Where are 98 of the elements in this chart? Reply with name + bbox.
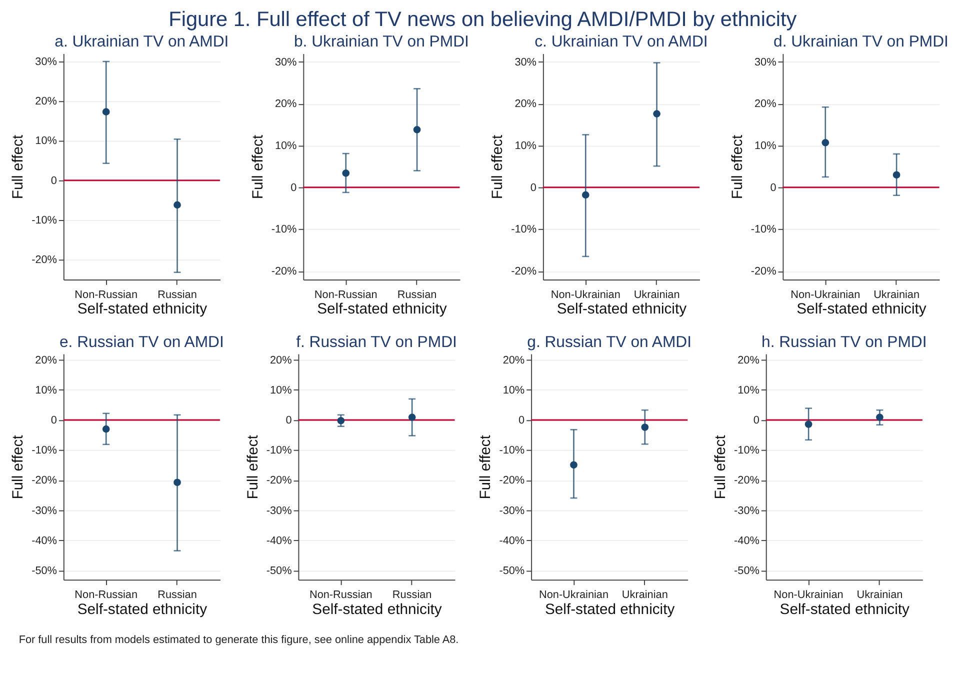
y-tick-label: -20% <box>511 266 537 278</box>
y-tick-label: -30% <box>266 504 292 517</box>
y-tick-label: -10% <box>32 214 58 226</box>
x-axis-title: Self-stated ethnicity <box>317 302 448 318</box>
x-tick-label: Ukrainian <box>634 288 680 301</box>
y-axis-title: Full effect <box>478 434 494 500</box>
y-tick-label: -10% <box>32 444 58 457</box>
text: For full results from models estimated to generate this figure, see online appendix Table A8. <box>18 634 459 646</box>
y-tick-label: 10% <box>35 135 58 148</box>
y-tick-label: 30% <box>274 56 298 68</box>
x-axis-title: Self-stated ethnicity <box>77 602 208 618</box>
y-tick-label: 20% <box>274 98 298 110</box>
y-tick-label: 10% <box>738 384 760 396</box>
x-axis-title: Self-stated ethnicity <box>312 602 442 618</box>
x-tick-label: Russian <box>392 588 432 601</box>
y-tick-label: -10% <box>734 444 760 457</box>
y-tick-label: 10% <box>514 140 537 152</box>
y-tick-label: -30% <box>32 504 58 517</box>
y-axis-title: Full effect <box>250 134 266 200</box>
y-tick-label: 10% <box>35 384 58 396</box>
y-tick-label: 20% <box>738 354 760 366</box>
x-tick-label: Non-Russian <box>314 288 378 301</box>
x-tick-label: Russian <box>397 288 437 301</box>
y-tick-label: -50% <box>32 565 58 578</box>
x-tick-label: Non-Russian <box>74 588 138 601</box>
x-axis-title: Self-stated ethnicity <box>77 302 208 318</box>
y-axis-title: Full effect <box>490 134 506 200</box>
y-tick-label: -50% <box>499 565 525 578</box>
y-tick-label: 0 <box>50 174 57 187</box>
x-tick-label: Russian <box>158 288 197 301</box>
chart-title: a. Ukrainian TV on AMDI <box>54 34 229 51</box>
y-tick-label: 20% <box>35 96 58 108</box>
y-tick-label: -10% <box>271 224 298 236</box>
y-tick-label: 10% <box>270 384 292 396</box>
y-tick-label: -20% <box>32 474 58 487</box>
chart-title: e. Russian TV on AMDI <box>59 334 224 351</box>
y-tick-label: -20% <box>266 474 292 487</box>
x-tick-label: Non-Ukrainian <box>790 288 860 301</box>
y-tick-label: -20% <box>734 474 760 487</box>
x-axis-title: Self-stated ethnicity <box>556 302 688 318</box>
y-axis-title: Full effect <box>713 434 730 500</box>
y-tick-label: -40% <box>32 534 58 547</box>
chart-title: g. Russian TV on AMDI <box>527 334 692 351</box>
y-tick-label: -10% <box>750 224 777 236</box>
y-tick-label: -10% <box>266 444 292 457</box>
y-tick-label: 30% <box>514 56 537 68</box>
x-axis-title: Self-stated ethnicity <box>544 602 676 618</box>
y-tick-label: 20% <box>270 354 292 366</box>
y-tick-label: 0 <box>770 182 776 194</box>
y-tick-label: -10% <box>511 224 537 236</box>
y-tick-label: 20% <box>35 354 58 366</box>
y-tick-label: 10% <box>274 140 298 152</box>
x-tick-label: Ukrainian <box>622 588 668 601</box>
y-tick-label: -20% <box>32 254 58 266</box>
caption: Figure 1. Full effect of TV news on believing AMDI/PMDI by ethnicity <box>168 8 798 31</box>
y-tick-label: -40% <box>499 534 525 547</box>
x-tick-label: Non-Russian <box>309 588 372 601</box>
y-tick-label: 0 <box>518 414 525 426</box>
x-tick-label: Ukrainian <box>874 288 920 301</box>
x-axis-title: Self-stated ethnicity <box>780 602 910 618</box>
y-tick-label: 30% <box>35 56 58 68</box>
x-axis-title: Self-stated ethnicity <box>796 302 927 318</box>
x-tick-label: Ukrainian <box>856 588 903 601</box>
y-tick-label: 0 <box>753 414 760 426</box>
y-tick-label: 0 <box>50 414 57 426</box>
x-tick-label: Non-Ukrainian <box>538 588 608 601</box>
y-tick-label: 10% <box>502 384 525 396</box>
x-tick-label: Non-Russian <box>74 288 138 301</box>
y-tick-label: 0 <box>290 182 297 194</box>
y-axis-title: Full effect <box>730 134 746 200</box>
y-tick-label: -10% <box>499 444 525 457</box>
y-tick-label: 10% <box>754 140 777 152</box>
chart-title: d. Ukrainian TV on PMDI <box>773 34 948 51</box>
chart-title: b. Ukrainian TV on PMDI <box>294 34 469 51</box>
x-tick-label: Non-Ukrainian <box>550 288 620 301</box>
y-tick-label: -20% <box>750 266 777 278</box>
y-tick-label: -20% <box>271 266 298 278</box>
y-tick-label: 20% <box>514 98 537 110</box>
y-tick-label: 30% <box>754 56 777 68</box>
y-tick-label: -40% <box>734 534 760 547</box>
x-tick-label: Russian <box>158 588 197 601</box>
y-tick-label: -30% <box>499 504 525 517</box>
y-tick-label: -50% <box>734 565 760 578</box>
y-axis-title: Full effect <box>245 434 262 500</box>
y-axis-title: Full effect <box>10 134 27 200</box>
y-tick-label: -50% <box>266 565 292 578</box>
y-axis-title: Full effect <box>10 434 27 500</box>
y-tick-label: 0 <box>286 414 292 426</box>
x-tick-label: Non-Ukrainian <box>774 588 844 601</box>
y-tick-label: 20% <box>754 98 777 110</box>
y-tick-label: 20% <box>502 354 525 366</box>
y-tick-label: -40% <box>266 534 292 547</box>
chart-title: f. Russian TV on PMDI <box>296 334 457 351</box>
chart-title: h. Russian TV on PMDI <box>761 334 927 351</box>
y-tick-label: 0 <box>530 182 536 194</box>
y-tick-label: -20% <box>499 474 525 487</box>
y-tick-label: -30% <box>734 504 760 517</box>
chart-title: c. Ukrainian TV on AMDI <box>534 34 708 51</box>
